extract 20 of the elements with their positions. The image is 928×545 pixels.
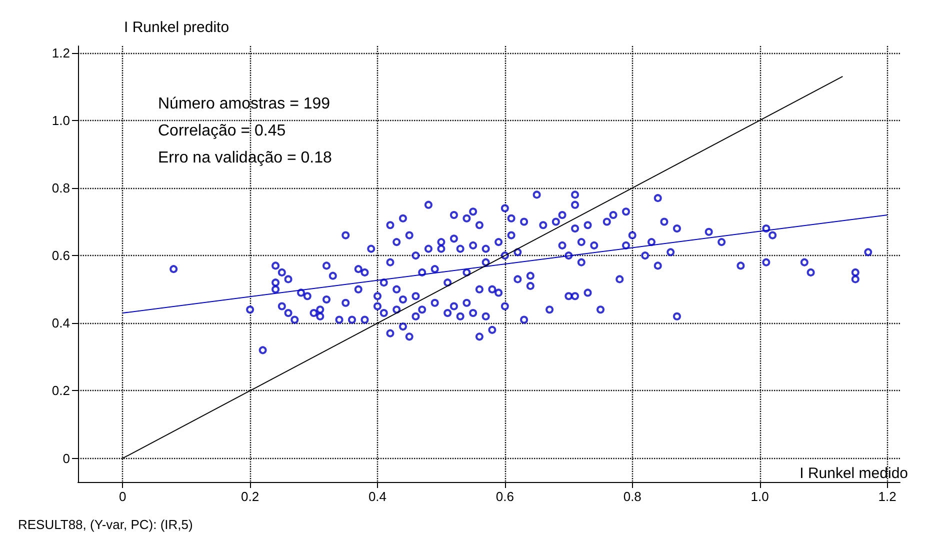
y-tick-label: 1.2 <box>52 45 70 60</box>
x-axis-title: I Runkel medido <box>800 465 908 482</box>
x-tick-label: 0.8 <box>623 489 642 504</box>
annotation: Erro na validação = 0.18 <box>158 150 332 166</box>
x-tick-label: 1.0 <box>750 489 769 504</box>
y-tick-label: 0.4 <box>52 316 70 331</box>
y-tick-label: 0.8 <box>52 180 70 196</box>
y-tick-label: 0.6 <box>52 248 70 264</box>
y-tick-label: 0 <box>62 450 70 466</box>
annotation: Número amostras = 199 <box>158 96 330 112</box>
x-tick-label: 0.2 <box>241 489 260 504</box>
x-tick-label: 0.6 <box>496 489 514 504</box>
x-tick-label: 1.2 <box>878 489 896 504</box>
y-axis-title: I Runkel predito <box>124 19 230 36</box>
x-tick-label: 0 <box>118 489 126 504</box>
text: RESULT88, (Y-var, PC): (IR,5) <box>18 517 193 532</box>
x-tick-label: 0.4 <box>368 489 387 504</box>
annotation: Correlação = 0.45 <box>158 122 286 140</box>
y-tick-label: 1.0 <box>52 112 70 128</box>
y-tick-label: 0.2 <box>52 383 70 398</box>
